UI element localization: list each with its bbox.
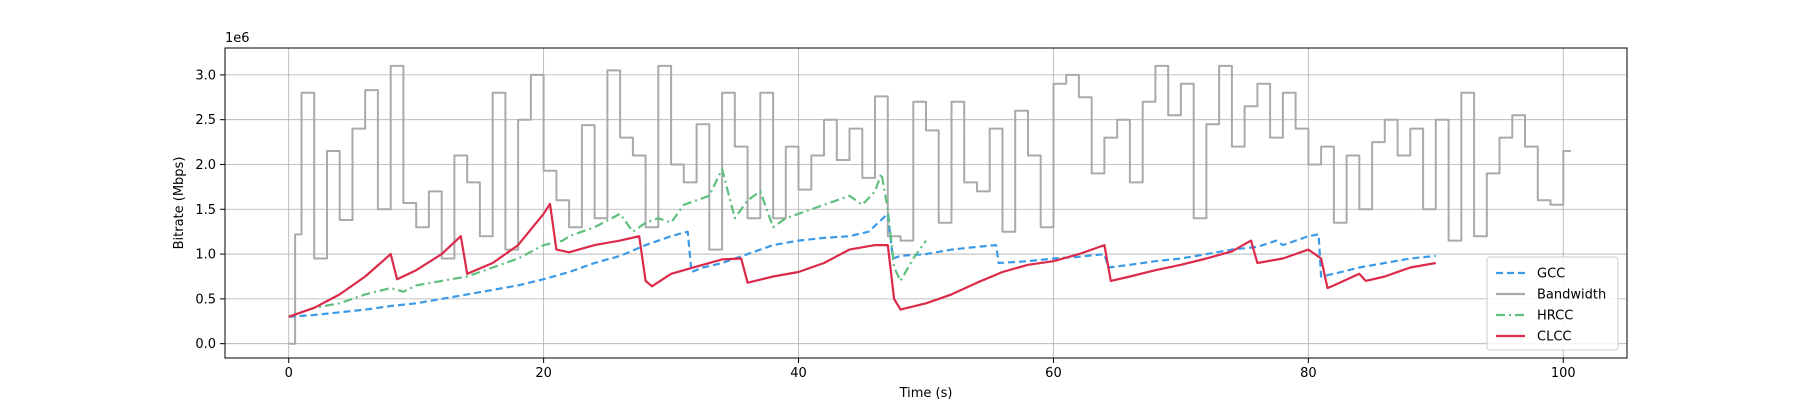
legend-label-gcc: GCC (1537, 267, 1565, 282)
axis-ticks: 0 20 40 60 80 100 0.0 0.5 1.0 1.5 2.0 2.5 3.0 (195, 68, 1575, 381)
x-tick-label: 60 (1045, 366, 1062, 381)
y-tick-label: 3.0 (195, 68, 216, 83)
x-tick-label: 40 (790, 366, 807, 381)
x-tick-label: 20 (535, 366, 552, 381)
legend: GCC Bandwidth HRCC CLCC (1486, 256, 1619, 351)
y-tick-label: 1.0 (195, 248, 216, 263)
series-line-clcc (288, 202, 1436, 318)
legend-box (1486, 256, 1619, 351)
series-line-gcc (288, 212, 1436, 318)
x-tick-label: 100 (1551, 366, 1576, 381)
x-tick-label: 0 (285, 366, 293, 381)
legend-label-hrcc: HRCC (1537, 309, 1573, 324)
series-line-bandwidth (288, 64, 1571, 345)
y-tick-label: 1.5 (195, 203, 216, 218)
legend-label-bandwidth: Bandwidth (1537, 288, 1606, 303)
y-tick-label: 0.5 (195, 292, 216, 307)
plot-frame (224, 47, 1628, 359)
series-line-hrcc (288, 167, 927, 318)
y-tick-label: 2.5 (195, 113, 216, 128)
x-axis-title: Time (s) (899, 386, 953, 400)
y-tick-label: 0.0 (195, 337, 216, 352)
series-layer (288, 64, 1571, 345)
y-tick-label: 2.0 (195, 158, 216, 173)
y-offset-text: 1e6 (225, 31, 250, 46)
grid (225, 48, 1627, 358)
x-tick-label: 80 (1300, 366, 1317, 381)
y-axis-title: Bitrate (Mbps) (172, 157, 187, 250)
legend-label-clcc: CLCC (1537, 330, 1571, 345)
